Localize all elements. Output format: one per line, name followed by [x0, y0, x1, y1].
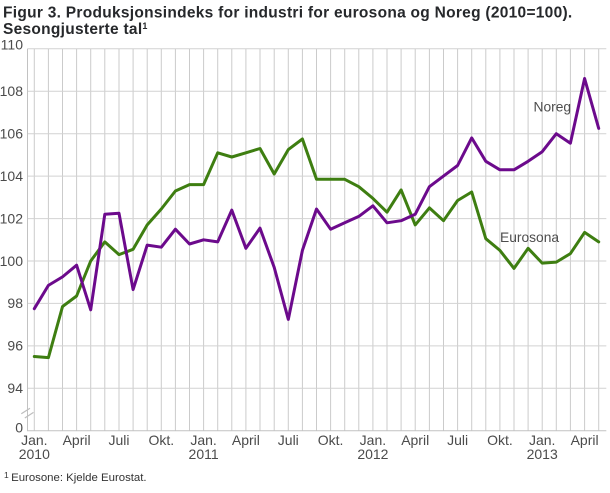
svg-text:Okt.: Okt.	[318, 432, 344, 448]
svg-text:96: 96	[7, 338, 23, 354]
svg-text:Eurosona: Eurosona	[500, 230, 559, 245]
svg-text:Jan.: Jan.	[190, 432, 216, 448]
svg-text:Juli: Juli	[108, 432, 129, 448]
svg-text:April: April	[571, 432, 599, 448]
svg-text:2011: 2011	[189, 446, 219, 462]
svg-text:2012: 2012	[357, 446, 388, 462]
svg-text:Jan.: Jan.	[21, 432, 47, 448]
svg-text:106: 106	[0, 126, 23, 142]
svg-text:2010: 2010	[19, 446, 50, 462]
svg-text:1 Eurosone: Kjelde Eurostat.: 1 Eurosone: Kjelde Eurostat.	[4, 470, 147, 484]
svg-text:Jan.: Jan.	[360, 432, 386, 448]
svg-text:104: 104	[0, 168, 23, 184]
svg-text:Noreg: Noreg	[534, 100, 572, 115]
svg-text:Juli: Juli	[447, 432, 468, 448]
svg-text:Sesongjusterte tal1: Sesongjusterte tal1	[3, 21, 148, 38]
svg-text:April: April	[63, 432, 91, 448]
svg-text:Okt.: Okt.	[487, 432, 513, 448]
svg-text:100: 100	[0, 253, 23, 269]
svg-text:102: 102	[0, 210, 23, 226]
svg-text:108: 108	[0, 83, 23, 99]
svg-text:0: 0	[15, 420, 23, 436]
svg-text:April: April	[401, 432, 429, 448]
svg-text:Figur 3. Produksjonsindeks for: Figur 3. Produksjonsindeks for industri …	[3, 4, 573, 21]
svg-text:Okt.: Okt.	[148, 432, 174, 448]
svg-text:110: 110	[1, 36, 24, 52]
svg-text:98: 98	[7, 295, 23, 311]
svg-text:April: April	[232, 432, 260, 448]
svg-text:94: 94	[7, 380, 23, 396]
svg-text:Jan.: Jan.	[529, 432, 555, 448]
svg-text:2013: 2013	[527, 446, 558, 462]
svg-text:Juli: Juli	[278, 432, 299, 448]
